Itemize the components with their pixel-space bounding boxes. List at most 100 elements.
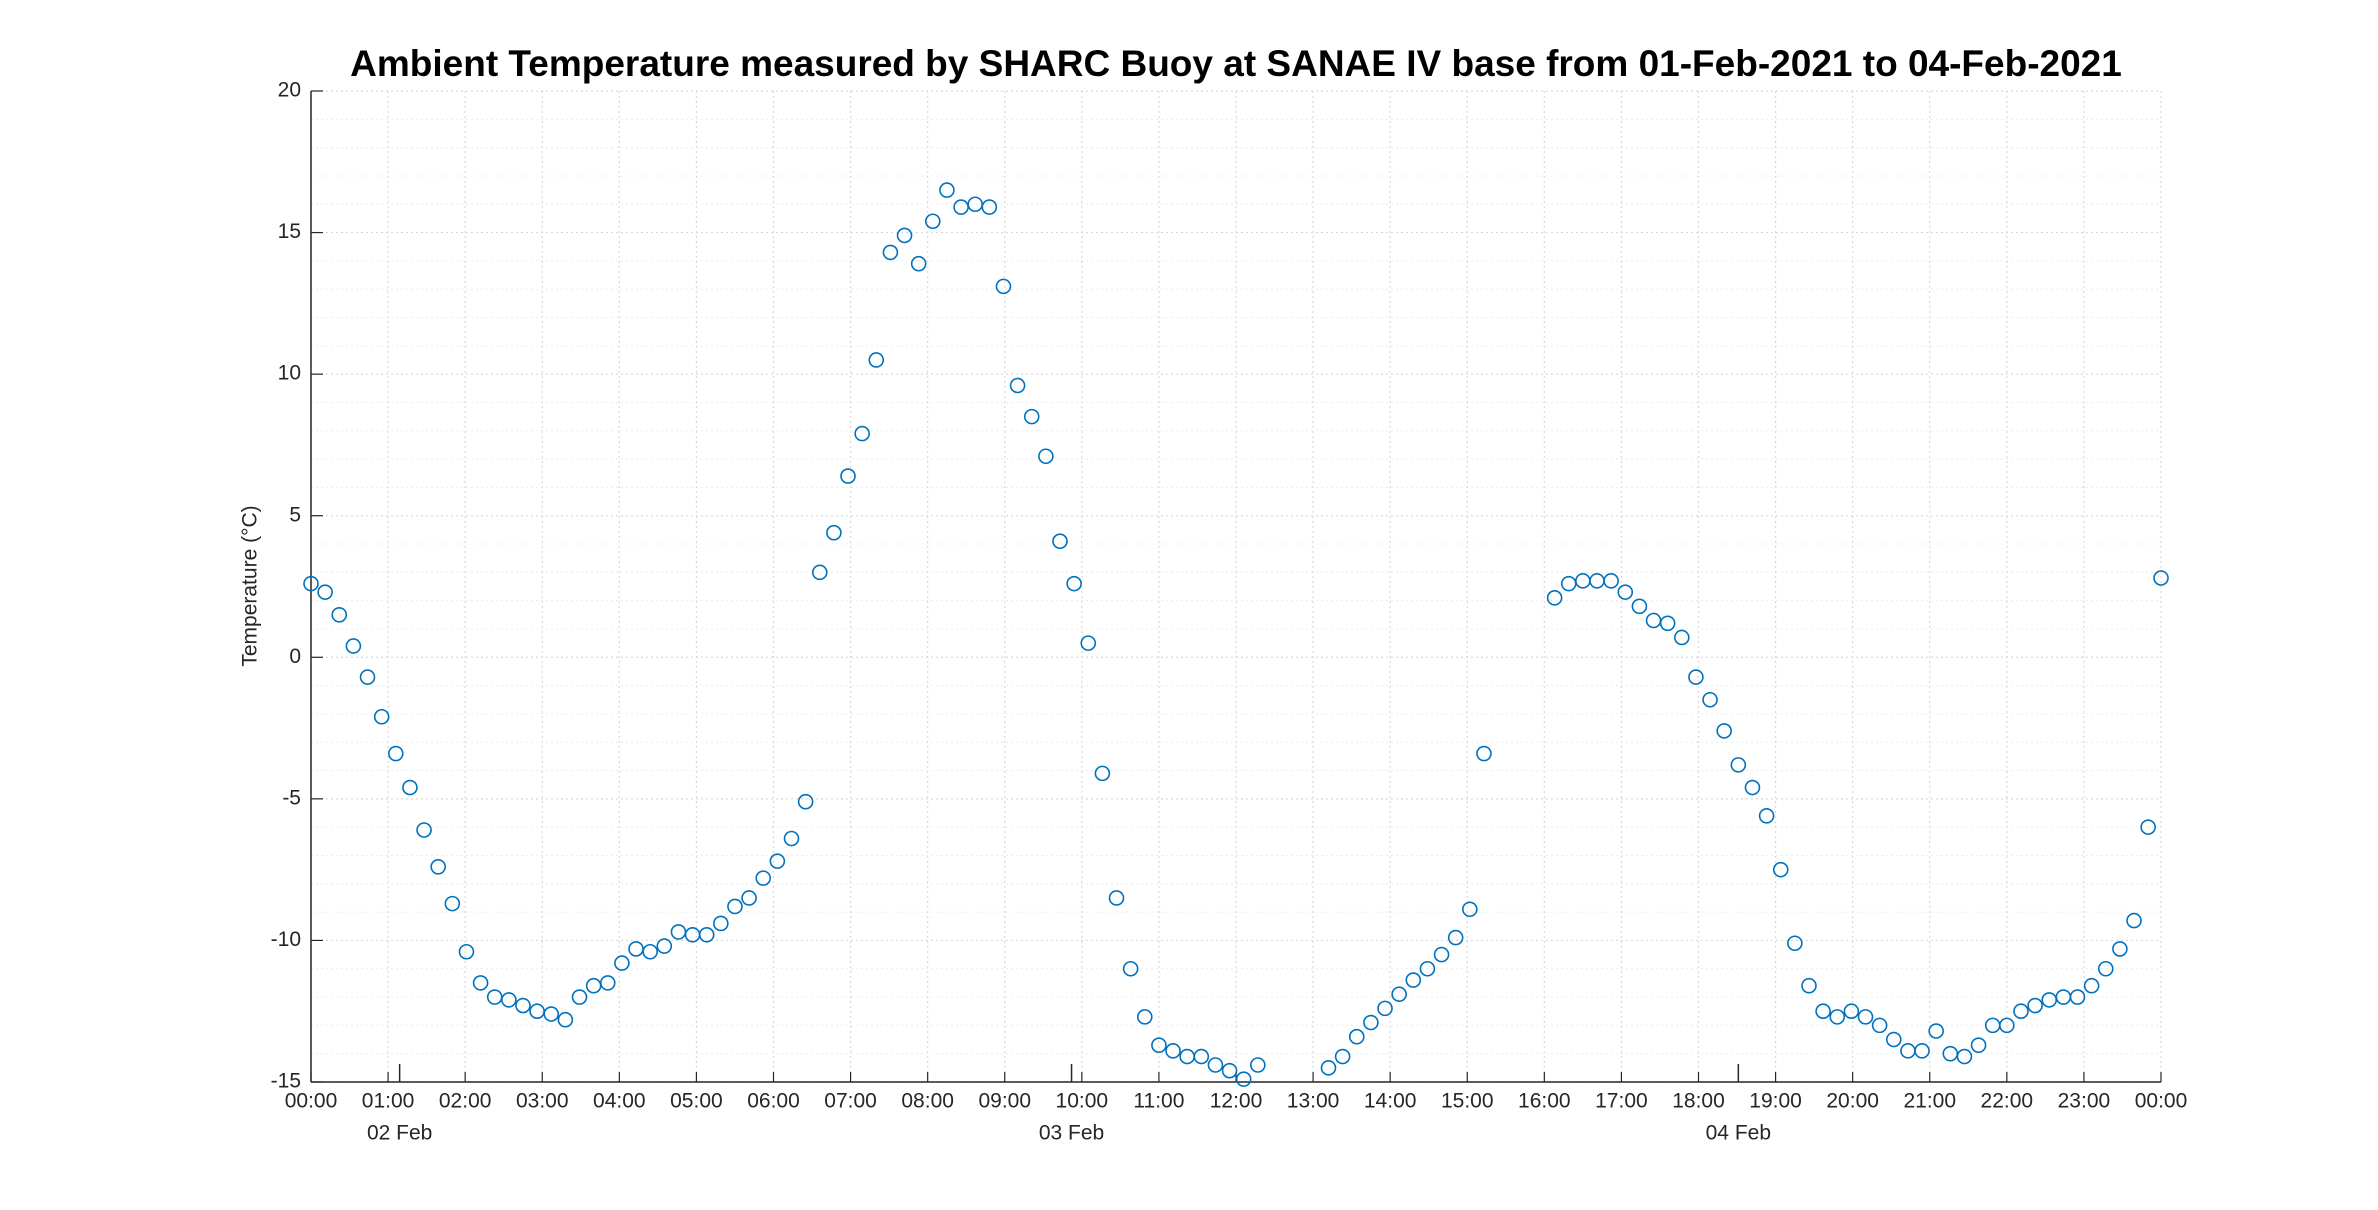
- point: [910, 255, 927, 272]
- point: [797, 793, 814, 810]
- point: [303, 575, 319, 592]
- x-tick-label: 10:00: [1056, 1090, 1109, 1113]
- point: [1956, 1048, 1973, 1065]
- y-tick-label: -5: [282, 786, 301, 809]
- point: [868, 352, 885, 368]
- point: [953, 199, 969, 215]
- point: [2153, 570, 2169, 586]
- x-tick-label: 07:00: [824, 1090, 877, 1113]
- point: [331, 607, 348, 623]
- date-tick-label: 02 Feb: [367, 1122, 432, 1145]
- point: [1673, 629, 1690, 646]
- point: [896, 227, 913, 244]
- point: [1462, 901, 1478, 918]
- x-tick-label: 03:00: [516, 1090, 569, 1113]
- point: [1914, 1043, 1930, 1059]
- y-tick-label: 0: [289, 645, 301, 668]
- x-tick-label: 00:00: [285, 1090, 338, 1113]
- point: [402, 779, 418, 796]
- point: [755, 870, 772, 886]
- x-tick-label: 09:00: [978, 1090, 1031, 1113]
- x-tick-label: 17:00: [1595, 1090, 1648, 1113]
- point: [2140, 819, 2156, 835]
- point: [1617, 584, 1634, 600]
- point: [1801, 977, 1817, 994]
- y-axis-label: Temperature (°C): [239, 505, 262, 666]
- point: [769, 853, 786, 869]
- point: [543, 1006, 560, 1022]
- x-tick-label: 20:00: [1826, 1090, 1879, 1113]
- point: [599, 975, 616, 991]
- point: [1546, 590, 1563, 606]
- point: [2027, 997, 2043, 1014]
- point: [656, 938, 673, 954]
- point: [1250, 1057, 1266, 1073]
- point: [1688, 669, 1704, 685]
- point: [1136, 1009, 1153, 1025]
- point: [1009, 377, 1026, 394]
- point: [1235, 1071, 1252, 1087]
- point: [1815, 1003, 1831, 1020]
- point: [981, 199, 998, 215]
- date-tick-label: 03 Feb: [1039, 1122, 1104, 1145]
- point: [1419, 960, 1436, 977]
- point: [1066, 575, 1082, 592]
- point: [1645, 612, 1662, 629]
- x-tick-label: 19:00: [1749, 1090, 1802, 1113]
- point: [628, 941, 644, 957]
- point: [515, 997, 531, 1014]
- chart-title: Ambient Temperature measured by SHARC Bu…: [350, 43, 2122, 84]
- point: [684, 926, 701, 943]
- y-tick-label: 15: [278, 220, 301, 243]
- point: [1589, 573, 1605, 589]
- x-tick-label: 04:00: [593, 1090, 646, 1113]
- point: [2013, 1003, 2029, 1020]
- date-tick-label: 04 Feb: [1706, 1122, 1771, 1145]
- x-tick-label: 05:00: [670, 1090, 723, 1113]
- point: [1348, 1028, 1365, 1045]
- x-tick-label: 02:00: [439, 1090, 492, 1113]
- point: [1999, 1017, 2015, 1034]
- point: [2097, 960, 2114, 977]
- point: [1038, 448, 1054, 465]
- y-tick-label: -15: [271, 1070, 301, 1093]
- point: [486, 989, 503, 1005]
- point: [1080, 635, 1097, 651]
- point: [642, 943, 658, 960]
- x-tick-label: 16:00: [1518, 1090, 1571, 1113]
- point: [1165, 1043, 1181, 1059]
- point: [359, 669, 376, 685]
- x-tick-label: 23:00: [2058, 1090, 2111, 1113]
- point: [1702, 691, 1718, 708]
- point: [1363, 1014, 1379, 1031]
- point: [614, 955, 630, 971]
- point: [1377, 1000, 1393, 1017]
- point: [1575, 573, 1591, 589]
- point: [1659, 615, 1676, 632]
- point: [1970, 1037, 1987, 1053]
- point: [345, 638, 362, 654]
- point: [2083, 977, 2100, 994]
- point: [698, 926, 715, 943]
- point: [1052, 533, 1068, 549]
- point: [1631, 598, 1648, 615]
- point: [713, 915, 729, 932]
- point: [1108, 890, 1125, 906]
- y-tick-label: 20: [278, 79, 301, 102]
- point: [1843, 1003, 1860, 1020]
- x-tick-label: 14:00: [1364, 1090, 1417, 1113]
- y-tick-label: -10: [271, 928, 301, 951]
- point: [1391, 986, 1407, 1003]
- point: [925, 213, 941, 230]
- point: [430, 859, 446, 875]
- point: [317, 584, 333, 600]
- point: [783, 830, 800, 847]
- point: [1744, 779, 1761, 796]
- point: [557, 1011, 574, 1028]
- x-tick-label: 01:00: [362, 1090, 415, 1113]
- x-tick-label: 11:00: [1133, 1090, 1184, 1113]
- point: [501, 992, 517, 1008]
- point: [373, 708, 390, 725]
- point: [741, 890, 757, 906]
